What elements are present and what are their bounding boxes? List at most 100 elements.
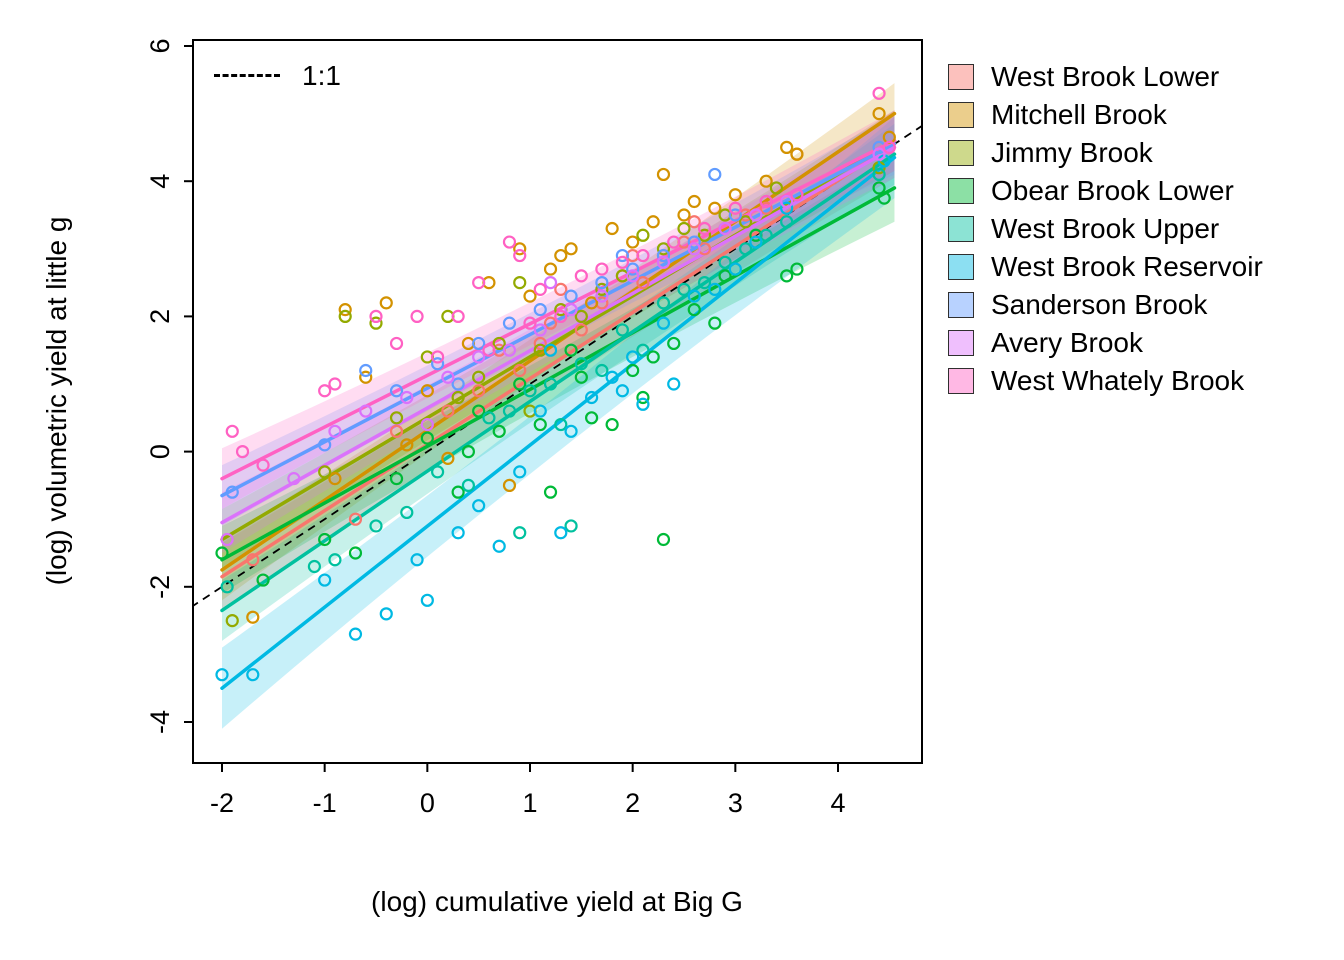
data-point	[564, 242, 578, 256]
data-point	[574, 269, 588, 283]
legend-swatch	[948, 63, 974, 90]
data-point	[626, 363, 640, 378]
data-point	[533, 323, 547, 337]
data-point	[564, 343, 578, 357]
data-point	[780, 201, 794, 215]
x-tick-label: 2	[625, 788, 640, 818]
data-point	[492, 336, 506, 351]
data-point	[359, 370, 373, 384]
data-point	[872, 86, 886, 100]
data-point	[780, 215, 794, 229]
data-point	[441, 451, 455, 465]
data-point	[451, 485, 465, 499]
y-axis-title: (log) volumetric yield at little g	[41, 216, 72, 586]
series-points	[225, 161, 886, 628]
data-point	[420, 431, 434, 445]
data-point	[687, 235, 701, 249]
legend-label: West Whately Brook	[991, 364, 1245, 396]
data-point	[574, 370, 588, 384]
data-point	[636, 390, 650, 405]
data-point	[872, 106, 886, 121]
data-point	[656, 255, 671, 269]
series-points	[225, 86, 896, 472]
data-point	[225, 613, 239, 628]
data-point	[379, 607, 393, 621]
legend-item: West Brook Reservoir	[948, 251, 1263, 282]
y-tick-label: 4	[145, 174, 175, 189]
data-point	[220, 580, 234, 594]
data-point	[359, 363, 373, 378]
data-point	[410, 309, 424, 323]
data-point	[759, 201, 773, 215]
data-point	[708, 282, 722, 296]
legend-swatch	[948, 139, 974, 166]
data-point	[595, 282, 609, 296]
data-point	[872, 181, 886, 195]
data-point	[718, 269, 732, 283]
data-point	[256, 573, 270, 587]
data-point	[523, 289, 537, 303]
data-point	[492, 424, 506, 438]
data-point	[441, 370, 455, 384]
data-point	[584, 296, 599, 310]
data-point	[256, 458, 270, 472]
data-point	[472, 336, 486, 351]
data-point	[400, 390, 414, 405]
data-point	[605, 221, 619, 236]
data-point	[451, 390, 465, 405]
data-point	[472, 276, 486, 290]
data-point	[872, 167, 886, 182]
data-point	[636, 343, 650, 357]
data-point	[369, 519, 383, 533]
data-point	[728, 262, 742, 276]
legend-swatch	[948, 367, 974, 394]
data-point	[708, 316, 722, 330]
data-point	[225, 424, 239, 438]
data-point	[441, 404, 455, 418]
data-point	[656, 242, 671, 256]
data-point	[533, 336, 547, 351]
data-point	[780, 194, 794, 209]
legend-label: Avery Brook	[991, 326, 1143, 358]
data-point	[451, 309, 465, 323]
data-point	[359, 404, 373, 418]
data-point	[728, 201, 742, 215]
data-point	[379, 296, 393, 310]
data-point	[626, 235, 640, 249]
data-point	[738, 242, 753, 256]
data-point	[656, 248, 671, 263]
data-point	[749, 235, 763, 249]
data-point	[759, 194, 773, 209]
regression-line	[220, 142, 897, 579]
data-point	[605, 417, 619, 432]
data-point	[697, 276, 712, 290]
data-point	[708, 167, 722, 182]
data-point	[687, 242, 701, 256]
data-point	[338, 303, 352, 317]
legend-item: West Brook Lower	[948, 61, 1263, 92]
data-point	[564, 289, 578, 303]
legend-label: Jimmy Brook	[991, 136, 1153, 168]
data-point	[646, 215, 660, 229]
data-point	[697, 228, 712, 242]
data-point	[318, 573, 332, 587]
y-tick-label: 6	[145, 38, 175, 53]
legend-label: West Brook Upper	[991, 212, 1220, 244]
data-point	[246, 610, 260, 624]
data-point	[492, 539, 506, 553]
data-point	[215, 546, 229, 560]
data-point	[759, 228, 773, 242]
data-point	[472, 499, 486, 513]
data-point	[513, 276, 527, 290]
data-point	[554, 282, 568, 296]
data-point	[595, 262, 609, 276]
data-point	[348, 546, 363, 560]
data-point	[225, 485, 239, 499]
data-point	[400, 505, 414, 520]
data-point	[400, 438, 414, 452]
data-point	[472, 384, 486, 398]
legend-swatch	[948, 329, 974, 356]
data-point	[420, 417, 434, 432]
data-point	[502, 343, 517, 357]
